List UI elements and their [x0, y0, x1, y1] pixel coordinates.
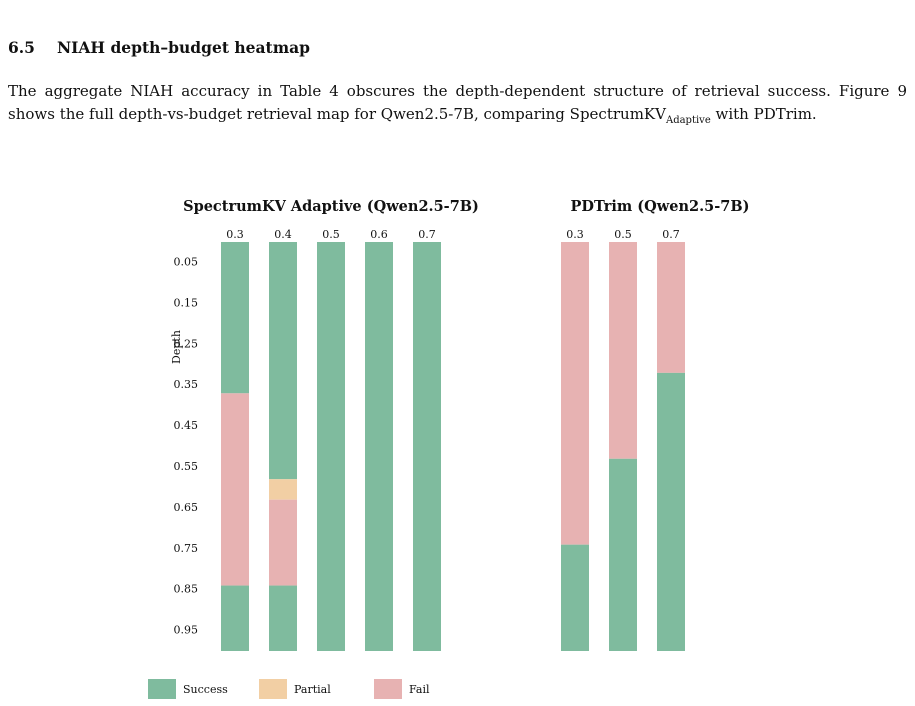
- column-label: 0.5: [614, 228, 632, 241]
- y-tick-label: 0.65: [174, 501, 199, 514]
- y-tick-label: 0.05: [174, 255, 199, 268]
- text: The aggregate NIAH accuracy in Table 4 o…: [8, 82, 907, 123]
- legend-swatch: [148, 679, 176, 699]
- legend-label: Fail: [409, 683, 430, 696]
- segment: [561, 544, 589, 651]
- segment: [269, 499, 297, 586]
- y-tick-label: 0.85: [174, 583, 199, 596]
- segment: [609, 458, 637, 651]
- y-axis-label: Depth: [170, 330, 183, 364]
- segment: [269, 585, 297, 651]
- column-label: 0.4: [274, 228, 292, 241]
- y-tick-label: 0.25: [174, 337, 199, 350]
- column-label: 0.3: [226, 228, 244, 241]
- y-tick-label: 0.15: [174, 296, 199, 309]
- segment: [221, 585, 249, 651]
- segment: [365, 242, 393, 651]
- segment: [269, 242, 297, 480]
- y-tick-label: 0.45: [174, 419, 199, 432]
- y-tick-label: 0.35: [174, 378, 199, 391]
- section-title: NIAH depth–budget heatmap: [56, 38, 310, 57]
- segment: [221, 242, 249, 394]
- section-heading: 6.5 NIAH depth–budget heatmap: [8, 38, 310, 57]
- legend-swatch: [259, 679, 287, 699]
- panel-title: PDTrim (Qwen2.5-7B): [571, 198, 750, 215]
- segment: [609, 242, 637, 459]
- panel-title: SpectrumKV Adaptive (Qwen2.5-7B): [183, 198, 479, 215]
- column-label: 0.3: [566, 228, 584, 241]
- segment: [413, 242, 441, 651]
- column-label: 0.7: [662, 228, 680, 241]
- subscript: Adaptive: [665, 115, 711, 126]
- section-number: 6.5: [8, 38, 35, 57]
- text: with PDTrim.: [710, 105, 817, 123]
- column-label: 0.7: [418, 228, 436, 241]
- legend-label: Success: [183, 683, 228, 696]
- y-tick-label: 0.75: [174, 542, 199, 555]
- segment: [657, 372, 685, 651]
- segment: [269, 479, 297, 500]
- segment: [221, 393, 249, 586]
- paragraph: The aggregate NIAH accuracy in Table 4 o…: [8, 80, 907, 132]
- segment: [561, 242, 589, 545]
- segment: [657, 242, 685, 373]
- y-tick-label: 0.55: [174, 460, 199, 473]
- segment: [317, 242, 345, 651]
- legend-swatch: [374, 679, 402, 699]
- column-label: 0.5: [322, 228, 340, 241]
- column-label: 0.6: [370, 228, 388, 241]
- legend-label: Partial: [294, 683, 331, 696]
- y-tick-label: 0.95: [174, 624, 199, 637]
